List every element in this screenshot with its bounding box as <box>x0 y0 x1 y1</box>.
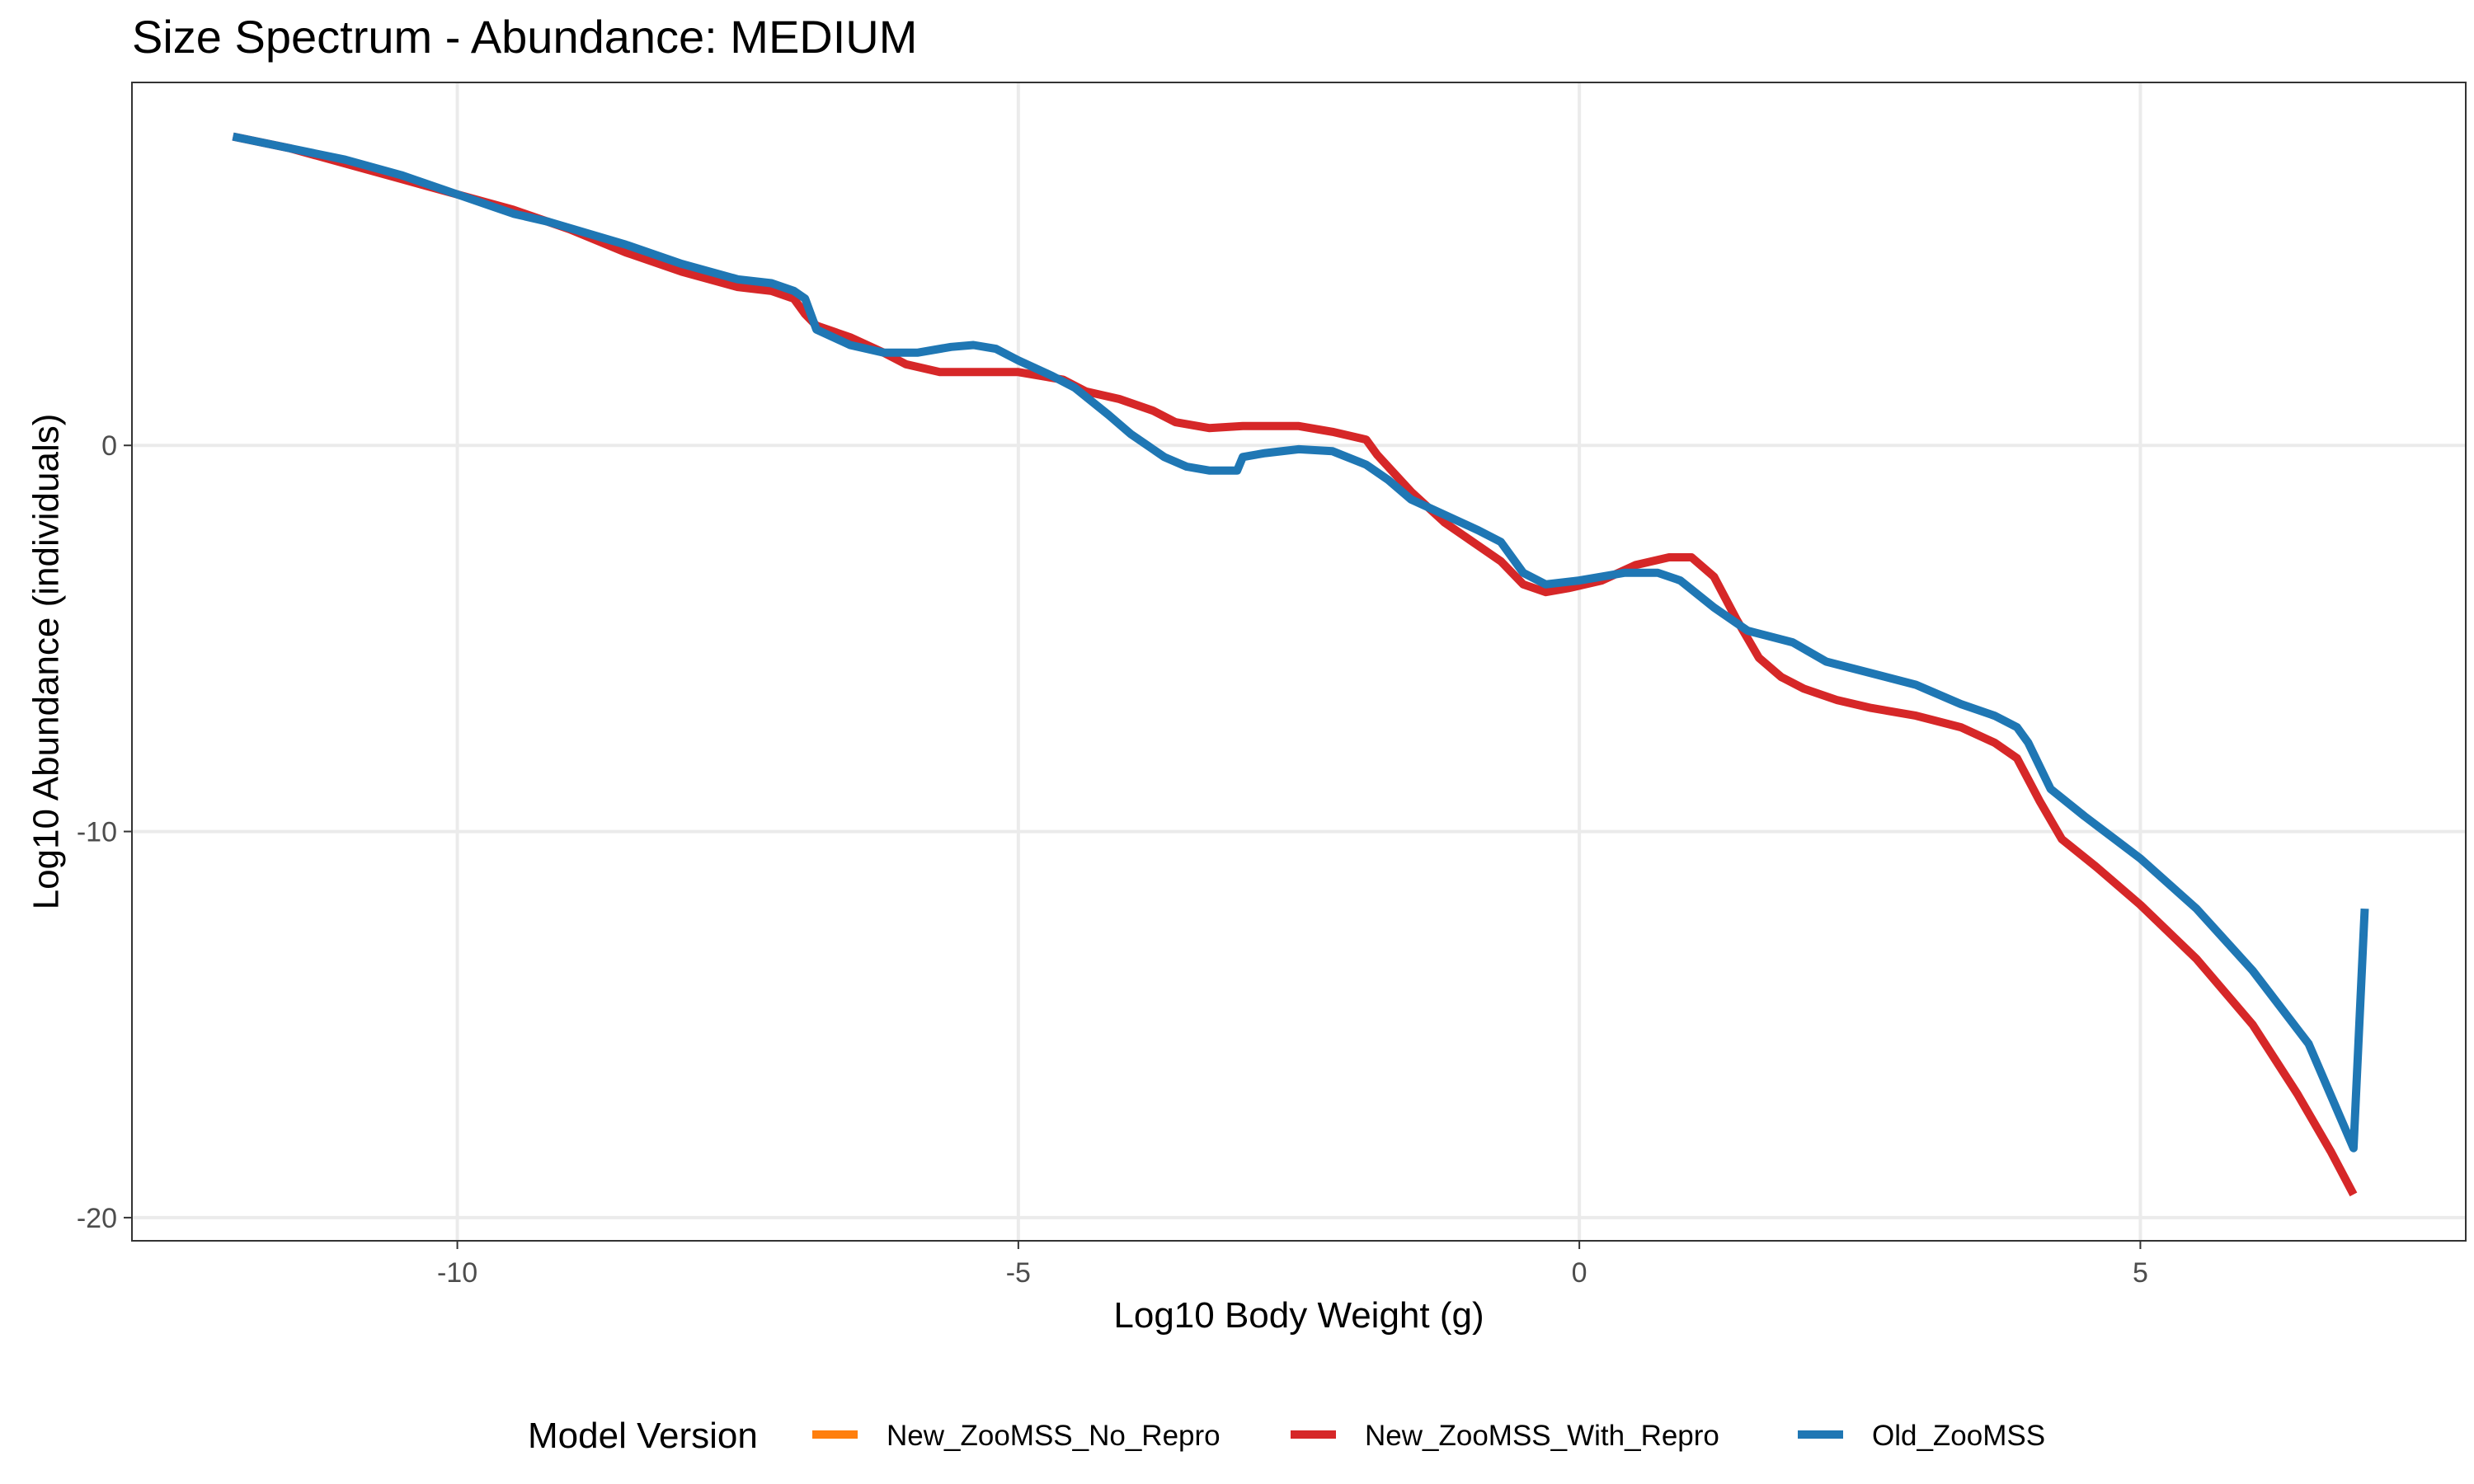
series-line <box>232 132 2369 1153</box>
legend-label: New_ZooMSS_No_Repro <box>887 1420 1221 1452</box>
y-tick-label: -10 <box>77 817 117 848</box>
x-tick-label: -10 <box>437 1257 477 1289</box>
x-axis-title: Log10 Body Weight (g) <box>1113 1295 1484 1336</box>
legend: Model Version New_ZooMSS_No_Repro New_Zoo… <box>528 1416 2045 1456</box>
series-layer <box>232 132 2369 1197</box>
legend-title: Model Version <box>528 1416 758 1456</box>
grid <box>132 82 2466 1241</box>
x-tick-label: 5 <box>2133 1257 2148 1289</box>
series-line <box>232 132 2358 1197</box>
legend-items: New_ZooMSS_No_Repro New_ZooMSS_With_Repro… <box>812 1420 2045 1452</box>
chart-title: Size Spectrum - Abundance: MEDIUM <box>132 11 917 63</box>
x-axis: -10 -5 0 5 <box>437 1241 2148 1289</box>
legend-item: New_ZooMSS_With_Repro <box>1291 1420 1719 1452</box>
legend-item: New_ZooMSS_No_Repro <box>812 1420 1221 1452</box>
plot-panel-border <box>131 82 2467 1242</box>
legend-label: Old_ZooMSS <box>1872 1420 2045 1452</box>
x-tick-label: 0 <box>1572 1257 1587 1289</box>
y-tick-label: -20 <box>77 1203 117 1234</box>
y-axis: 0 -10 -20 <box>77 430 132 1234</box>
y-tick-label: 0 <box>101 430 117 462</box>
legend-item: Old_ZooMSS <box>1798 1420 2045 1452</box>
y-axis-title: Log10 Abundance (individuals) <box>26 414 66 910</box>
legend-label: New_ZooMSS_With_Repro <box>1365 1420 1719 1452</box>
x-tick-label: -5 <box>1006 1257 1031 1289</box>
